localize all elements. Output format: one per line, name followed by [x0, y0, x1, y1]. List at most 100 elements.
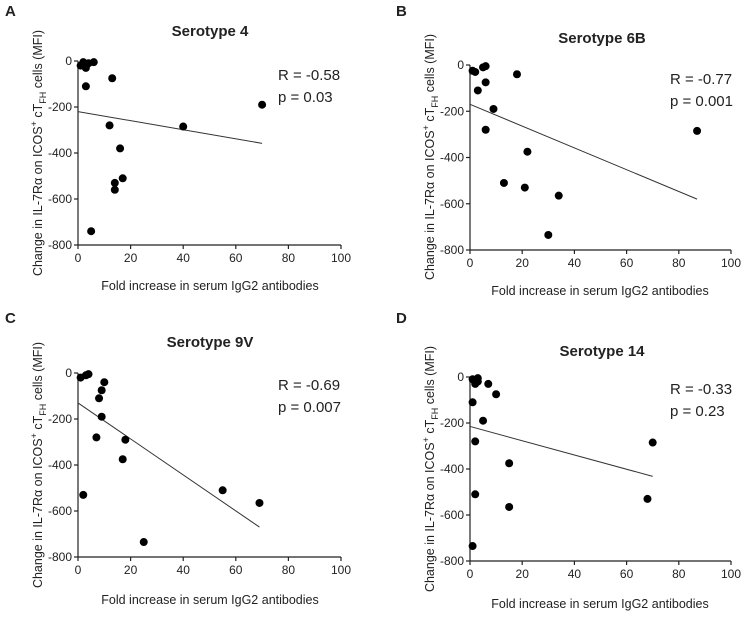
regression-line [77, 111, 263, 144]
y-label-part: Change in IL-7Rα on ICOS [423, 442, 437, 592]
y-axis-label: Change in IL-7Rα on ICOS+ cTFH cells (MF… [29, 342, 48, 588]
data-point [95, 394, 104, 403]
y-axis-label: Change in IL-7Rα on ICOS+ cTFH cells (MF… [29, 30, 48, 276]
data-point [484, 379, 493, 388]
panel-a: A Serotype 4 0 20 40 60 80 100 0 -200 -400 -600 -800… [5, 3, 351, 293]
data-point [100, 378, 109, 387]
y-label-sup: + [29, 121, 39, 126]
data-point [481, 125, 490, 134]
x-tick-label: 20 [516, 567, 530, 581]
y-tick-label: -400 [440, 462, 464, 476]
x-tick-label: 60 [229, 563, 243, 577]
chart-title: Serotype 6B [558, 30, 646, 47]
stat-p: p = 0.03 [278, 89, 333, 106]
data-point [81, 82, 90, 91]
stat-r: R = -0.58 [278, 67, 340, 84]
data-point [89, 58, 98, 67]
data-point [471, 490, 480, 499]
regression-line [469, 425, 653, 477]
x-axis-label: Fold increase in serum IgG2 antibodies [101, 593, 318, 607]
y-tick-label: -200 [48, 412, 72, 426]
data-point [471, 437, 480, 446]
y-label-sub: FH [430, 408, 440, 420]
data-point [255, 498, 264, 507]
panel-letter: D [396, 310, 407, 327]
panel-letter: A [5, 3, 16, 20]
y-tick-label: -400 [440, 151, 464, 165]
data-point [479, 416, 488, 425]
x-tick-label: 60 [620, 256, 634, 270]
x-tick-label: 100 [331, 251, 351, 265]
panel-letter: C [5, 310, 16, 327]
data-point [97, 412, 106, 421]
data-point [105, 121, 114, 130]
data-point [473, 86, 482, 95]
data-point [471, 67, 480, 76]
x-tick-label: 0 [75, 563, 82, 577]
x-tick-label: 80 [672, 256, 686, 270]
y-label-part: cT [31, 103, 45, 121]
data-point [481, 62, 490, 71]
data-point [489, 104, 498, 113]
y-label-part: Change in IL-7Rα on ICOS [31, 126, 45, 276]
data-point [481, 78, 490, 87]
y-tick-label: -800 [48, 550, 72, 564]
y-label-sub: FH [430, 96, 440, 108]
x-tick-label: 0 [467, 567, 474, 581]
data-point [87, 227, 96, 236]
data-point [118, 455, 127, 464]
y-tick-label: -600 [48, 192, 72, 206]
data-point [523, 147, 532, 156]
x-tick-label: 80 [672, 567, 686, 581]
y-tick-label: -600 [440, 197, 464, 211]
data-point [693, 126, 702, 135]
data-point [110, 185, 119, 194]
y-axis-label: Change in IL-7Rα on ICOS+ cTFH cells (MF… [421, 34, 440, 280]
y-tick-label: -400 [48, 458, 72, 472]
x-tick-label: 20 [124, 251, 138, 265]
y-axis-label: Change in IL-7Rα on ICOS+ cTFH cells (MF… [421, 346, 440, 592]
panel-letter: B [396, 3, 407, 20]
x-tick-label: 100 [721, 567, 741, 581]
y-tick-label: -400 [48, 146, 72, 160]
y-tick-label: -200 [48, 100, 72, 114]
x-tick-label: 100 [721, 256, 741, 270]
y-tick-label: 0 [457, 370, 464, 384]
y-label-part: cells (MFI) [423, 34, 437, 96]
data-point [492, 390, 501, 399]
x-tick-label: 0 [467, 256, 474, 270]
x-axis-label: Fold increase in serum IgG2 antibodies [101, 279, 318, 293]
x-tick-label: 20 [124, 563, 138, 577]
data-point [139, 538, 148, 547]
data-point [468, 542, 477, 551]
y-tick-label: -800 [48, 238, 72, 252]
chart-title: Serotype 9V [167, 334, 254, 351]
data-point [258, 100, 267, 109]
stat-r: R = -0.69 [278, 377, 340, 394]
data-point [643, 494, 652, 503]
y-tick-label: 0 [457, 58, 464, 72]
data-point [512, 70, 521, 79]
panel-b: B Serotype 6B 0 20 40 60 80 100 0 -200 -400 -600 -80… [396, 3, 741, 298]
stat-p: p = 0.001 [670, 93, 733, 110]
data-point [520, 183, 529, 192]
data-point [179, 122, 188, 131]
y-label-sub: FH [38, 404, 48, 416]
x-tick-label: 40 [177, 251, 191, 265]
y-label-part: cells (MFI) [423, 346, 437, 408]
x-axis-label: Fold increase in serum IgG2 antibodies [491, 597, 708, 611]
x-tick-label: 80 [282, 251, 296, 265]
data-point [648, 438, 657, 447]
stat-p: p = 0.23 [670, 403, 725, 420]
data-point [499, 178, 508, 187]
y-label-part: cT [31, 415, 45, 433]
data-point [92, 433, 101, 442]
x-tick-label: 60 [620, 567, 634, 581]
y-label-part: Change in IL-7Rα on ICOS [423, 130, 437, 280]
y-tick-label: -600 [48, 504, 72, 518]
y-tick-label: -800 [440, 554, 464, 568]
data-point [116, 144, 125, 153]
y-tick-label: 0 [65, 366, 72, 380]
data-point [473, 377, 482, 386]
y-tick-label: -800 [440, 243, 464, 257]
